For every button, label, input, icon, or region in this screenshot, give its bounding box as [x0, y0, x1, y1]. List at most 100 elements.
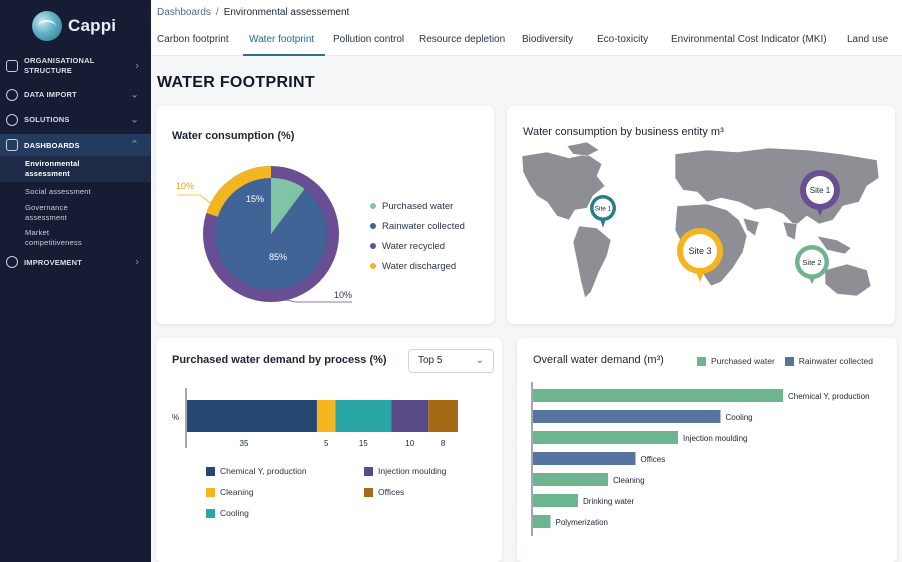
top-n-dropdown[interactable]: Top 5 ⌄	[408, 349, 494, 373]
site-marker[interactable]: Site 1	[590, 195, 616, 228]
legend-label: Rainwater collected	[382, 220, 465, 232]
process-demand-card: Purchased water demand by process (%) To…	[156, 338, 502, 562]
sidebar-item-social-assessment[interactable]: Social assessment	[0, 182, 151, 200]
sidebar-item-environmental-assessment[interactable]: Environmental assessment	[0, 156, 151, 182]
legend-label: Chemical Y, production	[220, 466, 307, 476]
legend-swatch	[784, 356, 794, 366]
tab-water-footprint[interactable]: Water footprint	[243, 27, 325, 56]
legend-label: Water recycled	[382, 240, 445, 252]
callout-line-left	[178, 194, 215, 207]
legend-label: Purchased water	[382, 200, 454, 212]
card-title: Water consumption by business entity m³	[523, 126, 724, 138]
legend-swatch	[364, 466, 373, 476]
dropdown-value: Top 5	[418, 355, 443, 366]
water-consumption-card: Water consumption (%) 10% 10% 15% 85% Pu…	[156, 106, 494, 324]
legend-label: Injection moulding	[378, 466, 447, 476]
legend-label: Offices	[378, 487, 405, 497]
logo-icon	[32, 11, 62, 41]
app-logo[interactable]: Cappi	[32, 11, 116, 41]
legend-item: Rainwater collected	[370, 216, 465, 236]
import-icon	[6, 88, 18, 101]
y-axis-label: %	[172, 413, 179, 422]
bar-category-label: Chemical Y, production	[788, 392, 870, 401]
bar-value-label: 15	[359, 439, 368, 448]
sidebar-item-governance-assessment[interactable]: Governance assessment	[0, 200, 151, 226]
sidebar-item-solutions[interactable]: SOLUTIONS ⌄	[0, 107, 151, 132]
bar-category-label: Cooling	[726, 413, 753, 422]
sidebar-item-data-import[interactable]: DATA IMPORT ⌄	[0, 82, 151, 107]
legend-swatch	[206, 508, 215, 518]
sidebar-item-label: DASHBOARDS	[24, 140, 80, 150]
sidebar-item-improvement[interactable]: IMPROVEMENT ›	[0, 250, 151, 274]
sidebar-item-label: Market competitiveness	[25, 228, 82, 247]
sidebar-item-organisational-structure[interactable]: ORGANISATIONAL STRUCTURE ›	[0, 50, 151, 82]
horizontal-bars: Chemical Y, production Cooling Injection m…	[533, 389, 870, 528]
legend-dot	[370, 203, 376, 209]
legend-dot	[370, 223, 376, 229]
legend-item: Chemical Y, production	[206, 466, 307, 476]
india-shape	[782, 221, 798, 241]
overall-demand-card: Overall water demand (m³) Purchased wate…	[517, 338, 897, 562]
sidebar-item-dashboards[interactable]: DASHBOARDS ⌃	[0, 134, 151, 156]
card-title: Water consumption (%)	[172, 130, 295, 142]
legend-item: Cooling	[206, 508, 249, 518]
bar-segment	[187, 400, 317, 432]
process-stacked-bar: % 35 5 15 10 8	[172, 388, 458, 448]
sidebar-item-market-competitiveness[interactable]: Market competitiveness	[0, 226, 151, 250]
bar-segment	[391, 400, 429, 432]
tab-carbon-footprint[interactable]: Carbon footprint	[157, 34, 229, 45]
legend-dot	[370, 263, 376, 269]
tab-environmental-cost-indicator[interactable]: Environmental Cost Indicator (MKI)	[671, 34, 827, 45]
lightbulb-icon	[6, 113, 18, 126]
tab-bar: Carbon footprint Water footprint Polluti…	[151, 27, 893, 56]
svg-text:Site 1: Site 1	[810, 186, 831, 195]
legend-label: Water discharged	[382, 260, 457, 272]
tab-resource-depletion[interactable]: Resource depletion	[419, 34, 506, 45]
business-entity-map-card: Water consumption by business entity m³ …	[507, 106, 895, 324]
breadcrumb-separator: /	[215, 7, 219, 18]
sidebar-item-label: Governance assessment	[25, 203, 68, 222]
label-outer-bottom: 10%	[334, 290, 353, 300]
tab-biodiversity[interactable]: Biodiversity	[522, 34, 574, 45]
breadcrumb-root[interactable]: Dashboards	[157, 7, 211, 18]
tab-eco-toxicity[interactable]: Eco-toxicity	[597, 34, 649, 45]
site-marker[interactable]: Site 1	[800, 170, 840, 216]
legend-label: Rainwater collected	[798, 356, 873, 366]
top-bar: Dashboards / Environmental assessement Car…	[151, 0, 902, 56]
chevron-down-icon: ⌄	[130, 114, 139, 125]
consumption-legend: Purchased water Rainwater collected Wate…	[370, 196, 465, 276]
overall-demand-chart: Chemical Y, production Cooling Injection m…	[531, 382, 870, 536]
sidebar-nav: ORGANISATIONAL STRUCTURE › DATA IMPORT ⌄…	[0, 50, 151, 274]
world-map: Site 1 Site 3 Site 1 Site 2	[521, 141, 880, 299]
card-title: Overall water demand (m³)	[533, 354, 664, 366]
sidebar-item-label: DATA IMPORT	[24, 90, 77, 99]
breadcrumb: Dashboards / Environmental assessement	[157, 7, 349, 18]
bar-category-label: Offices	[641, 455, 666, 464]
sidebar-item-label: Environmental assessment	[25, 159, 80, 178]
bar-value-label: 35	[240, 439, 249, 448]
legend-item: Purchased water	[370, 196, 465, 216]
south-america-shape	[572, 225, 612, 299]
water-consumption-donut	[178, 166, 352, 303]
legend-swatch	[364, 487, 373, 497]
bar	[533, 494, 578, 507]
svg-text:Site 3: Site 3	[688, 246, 711, 256]
bar-value-label: 8	[441, 439, 446, 448]
bar-segment	[316, 400, 336, 432]
site-marker[interactable]: Site 3	[677, 228, 723, 282]
legend-swatch	[206, 487, 215, 497]
site-marker[interactable]: Site 2	[795, 245, 829, 284]
legend-item: Water discharged	[370, 256, 465, 276]
bar-category-label: Cleaning	[613, 476, 645, 485]
breadcrumb-current: Environmental assessement	[223, 7, 350, 18]
legend-item: Cleaning	[206, 487, 254, 497]
legend-swatch	[206, 466, 215, 476]
legend-dot	[370, 243, 376, 249]
main-content: Dashboards / Environmental assessement Car…	[151, 0, 902, 562]
tab-land-use[interactable]: Land use	[847, 34, 889, 45]
legend-item: Injection moulding	[364, 466, 447, 476]
chevron-up-icon: ⌃	[130, 139, 139, 151]
tab-pollution-control[interactable]: Pollution control	[333, 34, 405, 45]
sidebar-item-label: IMPROVEMENT	[24, 257, 83, 267]
bar-segment	[335, 400, 392, 432]
